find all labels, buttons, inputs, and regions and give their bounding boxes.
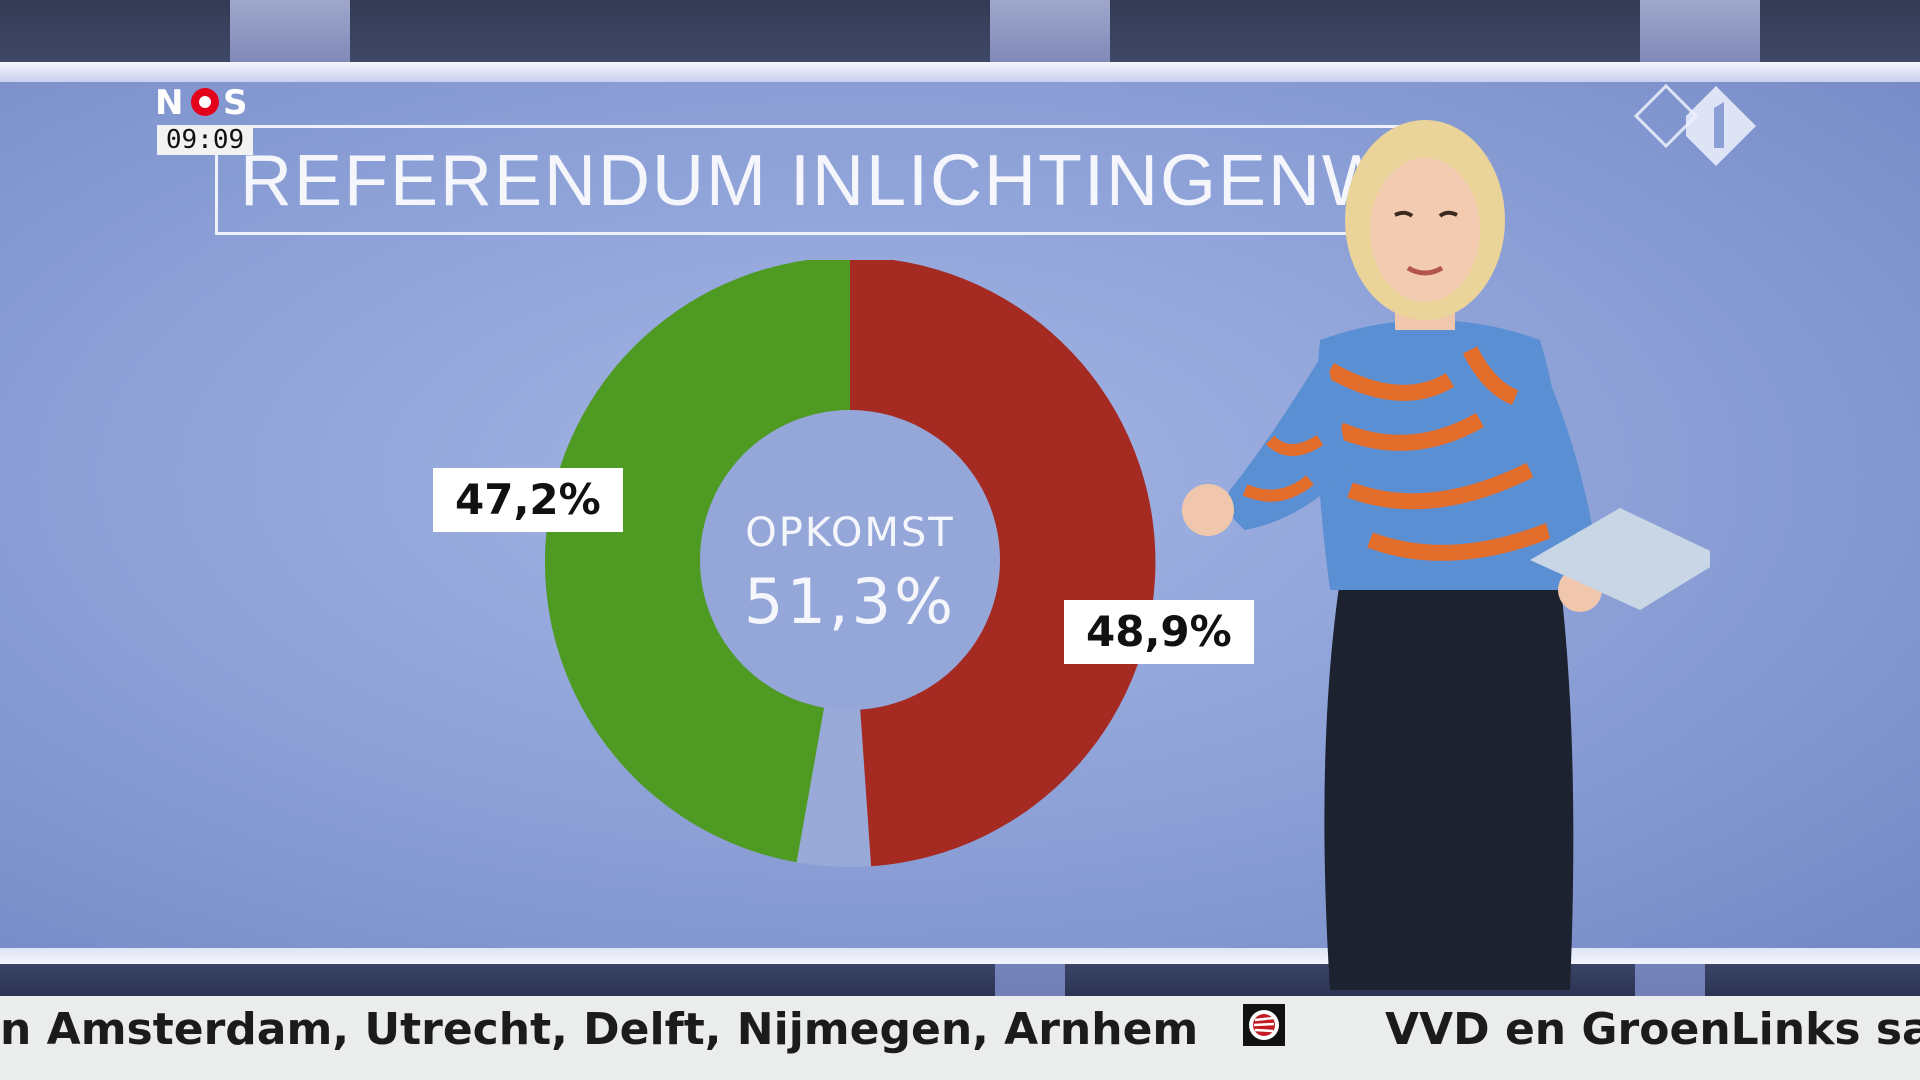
slice-label-yes: 47,2% <box>433 468 623 532</box>
donut-slice-yes <box>544 260 850 863</box>
video-wall-top-edge <box>0 62 1920 82</box>
slice-label-no: 48,9% <box>1064 600 1254 664</box>
nos-logo: N S <box>155 84 248 120</box>
donut-hole <box>700 410 1000 710</box>
turnout-label: OPKOMST <box>745 510 955 556</box>
svg-text:N: N <box>155 84 183 120</box>
floor-light <box>1635 964 1705 1000</box>
svg-text:S: S <box>223 84 248 120</box>
donut-chart <box>544 260 1156 867</box>
floor-light <box>995 964 1065 1000</box>
npo1-channel-logo <box>1633 83 1756 166</box>
broadcast-clock: 09:09 <box>157 125 253 155</box>
presenter-figure <box>1182 120 1710 990</box>
news-ticker: n Amsterdam, Utrecht, Delft, Nijmegen, A… <box>0 996 1920 1080</box>
news-bullet-icon <box>1243 1004 1285 1046</box>
donut-slice-no <box>850 260 1156 867</box>
ticker-text: n Amsterdam, Utrecht, Delft, Nijmegen, A… <box>0 1004 1199 1055</box>
studio-floor <box>0 964 1920 1000</box>
turnout-value: 51,3% <box>744 565 956 638</box>
ticker-text: VVD en GroenLinks sar <box>1385 1004 1920 1055</box>
graphic-title: REFERENDUM INLICHTINGENWET <box>240 141 1489 221</box>
